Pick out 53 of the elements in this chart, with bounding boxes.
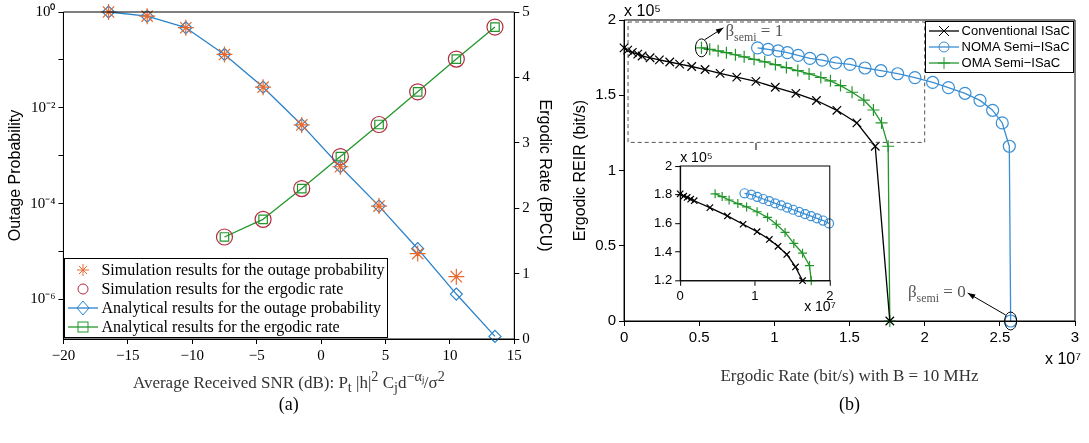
y-tick-label: 10⁻⁴ bbox=[30, 194, 56, 211]
text: Average Received SNR (dB): P$_{t}$ |h|$^{2}$ C$_{j}$d$^{−αⱼ}$/σ$^{2}$ bbox=[132, 368, 445, 396]
y2-axis-title: Ergodic Rate (BPCU) bbox=[536, 99, 554, 252]
y2-tick-label: 5 bbox=[522, 2, 530, 19]
x-tick-label: 10 bbox=[442, 346, 458, 363]
y-tick-label: 10⁻⁶ bbox=[30, 290, 56, 307]
y-tick-label: 1.2 bbox=[653, 272, 673, 288]
legend-label: Analytical results for the ergodic rate bbox=[101, 317, 340, 336]
y-tick-label: 10⁰ bbox=[35, 2, 56, 19]
y2-tick-label: 4 bbox=[522, 68, 531, 85]
y-tick-label: 2 bbox=[664, 157, 673, 173]
x-tick-label: 2 bbox=[920, 328, 929, 346]
y-tick-label: 0.5 bbox=[595, 235, 617, 253]
x-tick-label: 1.5 bbox=[839, 328, 860, 346]
legend-label: NOMA Semi−ISaC bbox=[961, 39, 1070, 54]
x-tick-label: −20 bbox=[51, 346, 76, 363]
legend-label: Conventional ISaC bbox=[961, 23, 1070, 38]
x-tick-label: 3 bbox=[1070, 328, 1080, 346]
x-tick-label: −15 bbox=[116, 346, 140, 363]
text: x 10⁵ bbox=[624, 2, 661, 19]
text: (b) bbox=[838, 394, 861, 415]
annotation: x 10⁵ bbox=[680, 149, 713, 166]
x-tick-label: 0 bbox=[619, 328, 629, 346]
x-tick-label: 0 bbox=[317, 346, 325, 363]
legend-label: OMA Semi−ISaC bbox=[961, 55, 1061, 70]
x-tick-label: 2.5 bbox=[989, 328, 1011, 346]
x-tick-label: 1 bbox=[751, 288, 759, 304]
y-tick-label: 0 bbox=[607, 311, 617, 329]
x-axis-title: Ergodic Rate (bit/s) with B = 10 MHz bbox=[719, 366, 980, 386]
text: x 10⁷ bbox=[1044, 350, 1082, 367]
legend-label: Simulation results for the ergodic rate bbox=[101, 279, 344, 298]
x-tick-label: 15 bbox=[506, 346, 522, 363]
y2-tick-label: 3 bbox=[522, 133, 530, 150]
y-tick-label: 1.6 bbox=[653, 214, 673, 230]
y2-tick-label: 1 bbox=[522, 264, 530, 281]
x-tick-label: −10 bbox=[180, 346, 204, 363]
x-tick-label: 1 bbox=[770, 328, 779, 346]
y-tick-label: 10⁻² bbox=[30, 98, 56, 115]
legend-label: Simulation results for the outage probability bbox=[101, 260, 385, 279]
y-axis-title: Ergodic REIR (bit/s) bbox=[571, 99, 589, 242]
y2-tick-label: 2 bbox=[522, 199, 530, 216]
y-axis-title: Outage Probability bbox=[6, 109, 24, 242]
x-tick-label: 0 bbox=[676, 288, 684, 304]
text: (a) bbox=[277, 394, 300, 415]
y-tick-label: 2 bbox=[607, 10, 617, 28]
legend-label: Analytical results for the outage probability bbox=[101, 298, 381, 317]
y-tick-label: 1.5 bbox=[595, 85, 617, 103]
x-tick-label: −5 bbox=[248, 346, 265, 363]
x-tick-label: 0.5 bbox=[688, 328, 710, 346]
y-tick-label: 1 bbox=[607, 160, 617, 178]
y-tick-label: 1.4 bbox=[653, 243, 673, 259]
x-tick-label: 5 bbox=[381, 346, 390, 363]
y-tick-label: 1.8 bbox=[653, 186, 673, 202]
